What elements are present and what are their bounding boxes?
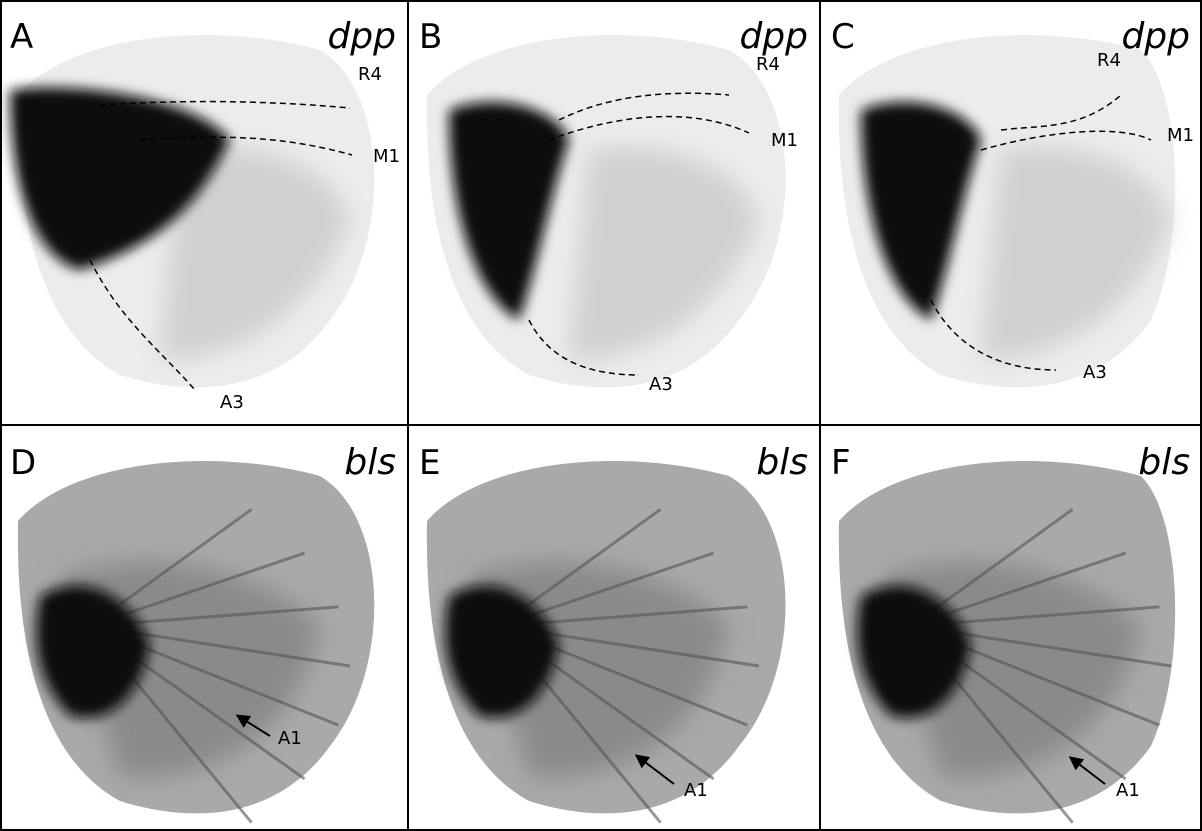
gene-name: bls xyxy=(344,442,396,483)
gene-name: dpp xyxy=(1121,16,1190,57)
panel-letter: C xyxy=(831,17,855,57)
gene-name: bls xyxy=(1138,442,1190,483)
region-label: A3 xyxy=(220,392,244,413)
region-label: A1 xyxy=(684,780,708,801)
region-label: R4 xyxy=(358,64,382,85)
gene-name: bls xyxy=(756,442,808,483)
panel-letter: E xyxy=(419,443,440,483)
region-label: R4 xyxy=(1097,50,1121,71)
gene-name: dpp xyxy=(739,16,808,57)
region-label: M1 xyxy=(771,130,798,151)
region-label: A3 xyxy=(1083,362,1107,383)
panel-letter: F xyxy=(831,443,851,483)
panel-letter: B xyxy=(419,17,442,57)
region-label: A1 xyxy=(278,728,302,749)
region-label: M1 xyxy=(373,146,400,167)
region-label: A1 xyxy=(1116,780,1140,801)
figure: AdppR4M1A3BdppR4M1A3CdppR4M1A3DblsA1Ebls… xyxy=(0,0,1202,831)
region-label: A3 xyxy=(649,374,673,395)
gene-name: dpp xyxy=(327,16,396,57)
panel-letter: D xyxy=(10,443,36,483)
region-label: R4 xyxy=(756,54,780,75)
region-label: M1 xyxy=(1167,125,1194,146)
panel-letter: A xyxy=(10,17,33,57)
